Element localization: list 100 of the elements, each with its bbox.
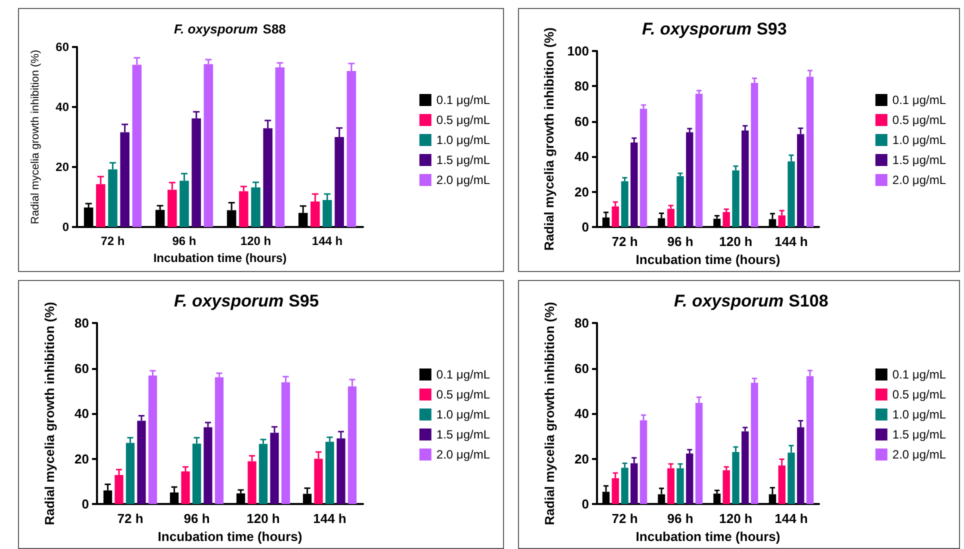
y-tick-label: 20 [574,451,589,466]
x-axis-title: Incubation time (hours) [153,250,287,265]
bar [612,478,619,504]
x-tick-label: 72 h [100,234,125,248]
chart-title: F. oxysporum S108 [674,292,828,310]
x-tick-label: 144 h [313,511,346,526]
bar [676,468,684,504]
x-tick-label: 120 h [719,234,752,249]
bar [621,181,628,227]
y-tick-label: 40 [56,100,70,114]
legend-label: 0.1 μg/mL [436,93,490,107]
bar [722,212,730,227]
x-tick-label: 72 h [612,511,638,526]
legend-label: 1.5 μg/mL [436,428,490,442]
x-tick-label: 144 h [774,234,808,249]
y-tick-label: 20 [74,451,89,466]
bar [778,215,786,227]
bar [126,442,135,504]
bar [686,132,694,227]
y-axis-title: Radial mycelia growth inhibition (%) [30,50,42,224]
bar [667,468,674,504]
bar [722,470,730,504]
x-axis-title: Incubation time (hours) [158,529,302,544]
legend-label: 1.0 μg/mL [436,408,490,422]
bar [686,454,694,504]
bar [612,206,619,227]
x-tick-label: 96 h [667,511,694,526]
x-tick-label: 144 h [774,511,808,526]
x-tick-label: 120 h [240,234,272,248]
bar [204,427,212,504]
bar [667,208,674,227]
legend-label: 0.1 μg/mL [892,368,946,382]
legend-label: 0.5 μg/mL [892,388,946,402]
y-tick-label: 60 [56,40,70,54]
bar [239,191,248,227]
x-tick-label: 120 h [246,511,280,526]
legend-label: 2.0 μg/mL [892,448,946,462]
bar [137,420,146,504]
x-tick-label: 96 h [667,234,694,249]
x-axis-title: Incubation time (hours) [636,252,780,267]
legend-label: 0.5 μg/mL [436,388,490,402]
chart-title: F. oxysporum S93 [642,20,787,38]
bar [732,452,740,504]
y-tick-label: 0 [582,496,589,512]
y-tick-label: 0 [582,220,589,234]
legend-label: 0.5 μg/mL [436,113,490,127]
y-tick-label: 0 [82,496,89,512]
x-tick-label: 120 h [719,511,752,526]
bar [325,442,334,504]
bar [251,187,260,227]
y-tick-label: 40 [574,149,589,164]
y-tick-label: 0 [62,220,70,234]
legend-label: 2.0 μg/mL [436,173,490,187]
legend-label: 1.0 μg/mL [892,408,946,422]
y-tick-label: 100 [567,44,589,58]
bar [742,130,749,227]
y-tick-label: 40 [574,406,589,421]
legend-label: 1.0 μg/mL [436,133,490,147]
legend-label: 1.5 μg/mL [892,428,946,442]
bar [148,375,158,504]
legend-label: 1.5 μg/mL [892,153,946,167]
y-tick-label: 40 [74,406,89,421]
x-tick-label: 72 h [117,511,144,526]
legend-label: 0.5 μg/mL [892,113,946,127]
x-tick-label: 144 h [312,234,343,248]
bar [732,170,740,227]
bar [630,142,638,227]
bar [750,82,758,227]
x-tick-label: 72 h [612,234,638,249]
x-tick-label: 96 h [172,234,196,248]
bar [214,377,224,504]
x-axis-title: Incubation time (hours) [636,529,780,544]
bar [676,176,684,227]
y-tick-label: 60 [574,360,589,376]
bar [258,444,268,504]
x-tick-label: 96 h [184,511,210,526]
y-tick-label: 20 [56,160,70,174]
bar [695,94,703,227]
legend-label: 1.0 μg/mL [892,133,946,147]
y-tick-label: 20 [574,184,589,200]
legend-label: 0.1 μg/mL [892,93,946,107]
bar [742,431,749,504]
y-tick-label: 80 [574,78,589,94]
y-axis-title: Radial mycelia growth inhibition (%) [42,302,57,526]
y-tick-label: 80 [74,316,89,330]
y-tick-label: 60 [74,360,89,376]
chart-title: F. oxysporum S88 [174,22,286,36]
legend-label: 1.5 μg/mL [436,153,490,167]
y-axis-title: Radial mycelia growth inhibition (%) [542,302,557,526]
y-tick-label: 60 [574,114,589,129]
chart-title: F. oxysporum S95 [174,292,319,310]
legend-label: 2.0 μg/mL [436,448,490,462]
legend-label: 2.0 μg/mL [892,173,946,187]
bar [181,471,190,504]
y-tick-label: 80 [574,316,589,330]
bar [640,108,648,227]
bar [621,468,628,504]
legend-label: 0.1 μg/mL [436,368,490,382]
bar [750,382,758,504]
bar [275,67,285,227]
